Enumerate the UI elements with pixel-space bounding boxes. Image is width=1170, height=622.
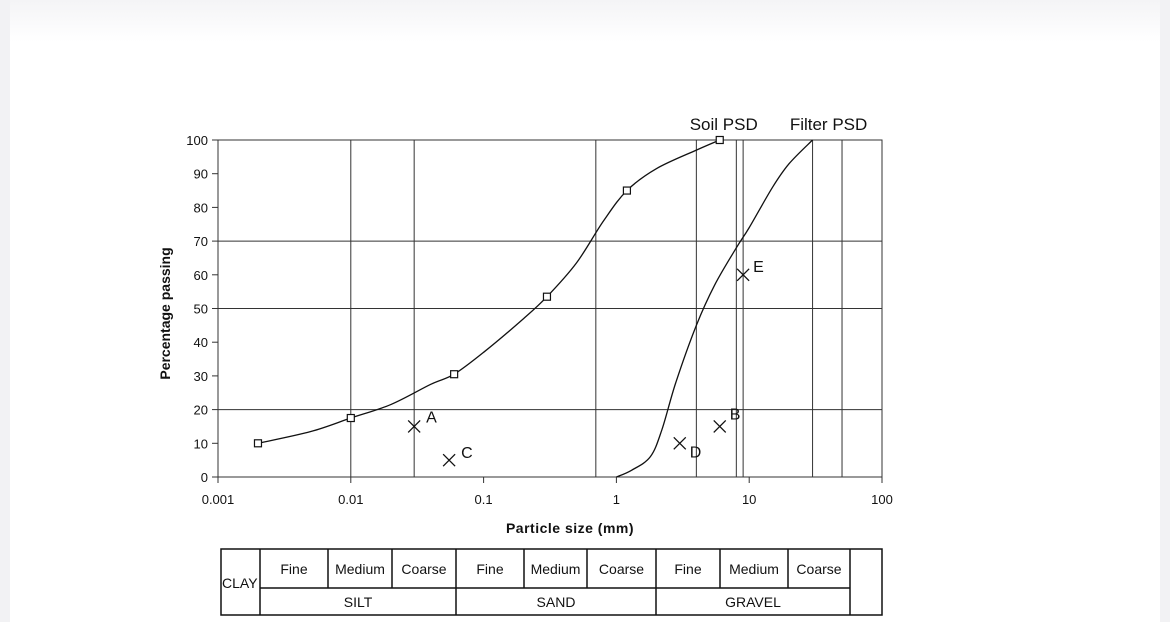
- top-shade: [10, 0, 1160, 42]
- x-tick-label: 0.01: [338, 492, 363, 507]
- y-tick-label: 60: [194, 268, 208, 283]
- y-tick-label: 30: [194, 369, 208, 384]
- point-marker-e: [736, 268, 750, 282]
- point-label-e: E: [753, 259, 764, 276]
- series-marker: [715, 135, 724, 145]
- subdivision-cell: Fine: [476, 561, 503, 577]
- group-cell-sand: SAND: [537, 594, 576, 610]
- series-line-0: [257, 139, 720, 444]
- y-tick-label: 90: [194, 167, 208, 182]
- x-axis-title: Particle size (mm): [506, 520, 634, 536]
- y-tick-label: 0: [201, 470, 208, 485]
- page-sheet: 0 10 20 30 40 50 60 70 80 90 100 0.001 0.01 0.1 1 10 100…: [10, 0, 1160, 622]
- series-marker: [450, 370, 459, 379]
- subdivision-cell: Coarse: [599, 561, 644, 577]
- series-marker: [542, 292, 552, 301]
- table-border: [220, 548, 883, 616]
- x-tick-label: 0.001: [202, 492, 235, 507]
- y-tick-label: 20: [194, 403, 208, 418]
- classification-table: [220, 548, 883, 616]
- point-marker-c: [442, 453, 456, 467]
- y-axis-title: Percentage passing: [157, 247, 173, 379]
- group-cell-gravel: GRAVEL: [725, 594, 781, 610]
- y-tick-label: 80: [194, 200, 208, 215]
- point-marker-a: [407, 419, 421, 433]
- y-tick-label: 70: [194, 234, 208, 249]
- point-label-d: D: [690, 444, 702, 461]
- y-tick-label: 40: [194, 335, 208, 350]
- subdivision-cell: Fine: [674, 561, 701, 577]
- series-label: Filter PSD: [790, 115, 867, 134]
- clay-cell: CLAY: [222, 575, 258, 591]
- point-marker-d: [673, 436, 687, 450]
- series-marker: [346, 413, 355, 423]
- x-tick-label: 100: [871, 492, 893, 507]
- group-cell-silt: SILT: [344, 594, 373, 610]
- y-tick-label: 50: [194, 302, 208, 317]
- subdivision-cell: Coarse: [401, 561, 446, 577]
- particle-size-chart: 0 10 20 30 40 50 60 70 80 90 100 0.001 0.01 0.1 1 10 100…: [157, 115, 893, 616]
- series-label: Soil PSD: [690, 115, 758, 134]
- x-tick-label: 0.1: [475, 492, 493, 507]
- point-marker-b: [713, 419, 727, 433]
- point-label-b: B: [730, 406, 741, 423]
- point-label-c: C: [461, 445, 473, 462]
- subdivision-cell: Medium: [531, 561, 581, 577]
- series-marker: [622, 186, 632, 195]
- series-marker: [253, 439, 263, 448]
- y-tick-label: 10: [194, 436, 208, 451]
- y-tick-label: 100: [186, 133, 208, 148]
- subdivision-cell: Medium: [729, 561, 779, 577]
- series-line-1: [616, 139, 814, 478]
- subdivision-cell: Fine: [280, 561, 307, 577]
- x-tick-label: 10: [742, 492, 756, 507]
- subdivision-cell: Medium: [335, 561, 385, 577]
- point-label-a: A: [426, 409, 437, 426]
- subdivision-cell: Coarse: [796, 561, 841, 577]
- x-tick-label: 1: [613, 492, 620, 507]
